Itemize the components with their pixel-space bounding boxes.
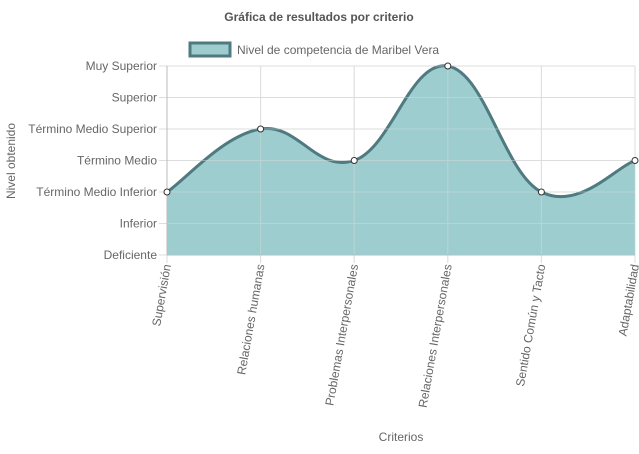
y-tick-label: Término Medio — [77, 154, 157, 168]
x-tick-label: Relaciones humanas — [234, 263, 267, 376]
x-tick-label: Sentido Común y Tacto — [513, 263, 548, 388]
chart-title: Gráfica de resultados por criterio — [224, 10, 413, 24]
y-tick-labels: Deficiente Inferior Término Medio Inferior… — [28, 59, 157, 262]
x-tick-labels: Supervisión Relaciones humanas Problemas I… — [149, 263, 639, 409]
y-tick-label: Muy Superior — [86, 59, 157, 73]
y-axis-title: Nivel obtenido — [4, 123, 18, 199]
x-tick-label: Relaciones Interpersonales — [416, 263, 455, 409]
legend-label[interactable]: Nivel de competencia de Maribel Vera — [237, 43, 439, 57]
series-area-fill — [167, 65, 635, 255]
x-tick-label: Adaptabilidad — [616, 263, 639, 337]
data-point[interactable] — [444, 62, 452, 70]
data-point[interactable] — [350, 157, 358, 164]
x-tick-label: Problemas Interpersonales — [322, 263, 361, 407]
legend-swatch[interactable] — [188, 41, 232, 58]
data-point[interactable] — [537, 188, 545, 196]
y-tick-label: Término Medio Inferior — [36, 185, 157, 199]
x-axis-title: Criterios — [379, 430, 424, 444]
y-tick-label: Superior — [112, 91, 157, 105]
grid-overlay — [159, 65, 636, 263]
points-layer — [163, 62, 639, 196]
y-tick-label: Deficiente — [104, 248, 158, 262]
data-point[interactable] — [631, 157, 639, 164]
legend[interactable]: Nivel de competencia de Maribel Vera — [188, 41, 439, 58]
y-tick-label: Inferior — [120, 217, 157, 231]
x-tick-label: Supervisión — [149, 263, 174, 327]
y-tick-label: Término Medio Superior — [28, 122, 157, 136]
data-point[interactable] — [257, 125, 265, 133]
data-point[interactable] — [163, 188, 171, 196]
